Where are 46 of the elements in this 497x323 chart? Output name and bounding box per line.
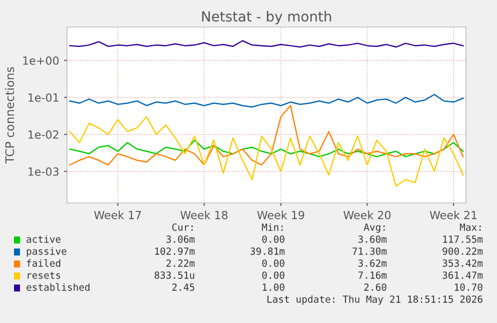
text: Max: (460, 224, 481, 231)
chart-title: Netstat - by month (202, 10, 332, 24)
line-series (69, 116, 464, 187)
text: 2.60 (364, 283, 386, 291)
line-series (69, 140, 464, 158)
line-series (69, 104, 464, 166)
text: Last update: Thu May 21 18:51:15 2026 (267, 295, 482, 305)
legend-label: active (26, 235, 61, 243)
text: Min: (262, 223, 283, 231)
text: Cur: (172, 223, 193, 231)
text: 10.70 (454, 283, 482, 291)
x-tick-label: Week 19 (257, 210, 304, 220)
text: 71.30m (352, 247, 387, 255)
line-series (69, 94, 464, 108)
x-tick-label: Week 18 (180, 210, 228, 220)
text: 2.45 (172, 283, 194, 291)
text: 900.22m (442, 247, 483, 255)
line-series (69, 40, 464, 48)
legend-label: established (26, 283, 90, 291)
text: 353.42m (442, 259, 483, 267)
text: Avg: (364, 224, 385, 233)
legend-label: failed (26, 259, 60, 267)
legend-label: resets (28, 272, 60, 279)
text: 2.22m (166, 259, 195, 267)
y-tick-label: 1e-01 (28, 93, 58, 102)
text: 117.55m (443, 236, 483, 243)
y-tick-label: 1e-03 (28, 167, 58, 176)
text: 0.00 (262, 271, 284, 279)
text: 361.47m (442, 271, 483, 279)
legend-label: passive (26, 247, 66, 257)
text: 3.06m (166, 235, 195, 243)
text: 0.00 (262, 235, 284, 243)
text: 3.60m (358, 235, 387, 243)
x-tick-label: Week 20 (344, 210, 391, 220)
text: 1.00 (262, 283, 284, 291)
text: 39.81m (250, 247, 285, 255)
y-axis-title: TCP connections (5, 67, 14, 164)
text: 833.51u (154, 271, 194, 279)
y-tick-label: 1e+00 (23, 56, 59, 65)
text: 3.62m (358, 259, 387, 267)
y-tick-label: 1e-02 (28, 130, 58, 139)
text: 0.00 (262, 259, 284, 267)
text: 102.97m (155, 247, 195, 255)
text: 7.16m (358, 271, 387, 279)
x-tick-label: Week 17 (94, 210, 141, 220)
x-tick-label: Week 21 (430, 210, 477, 220)
